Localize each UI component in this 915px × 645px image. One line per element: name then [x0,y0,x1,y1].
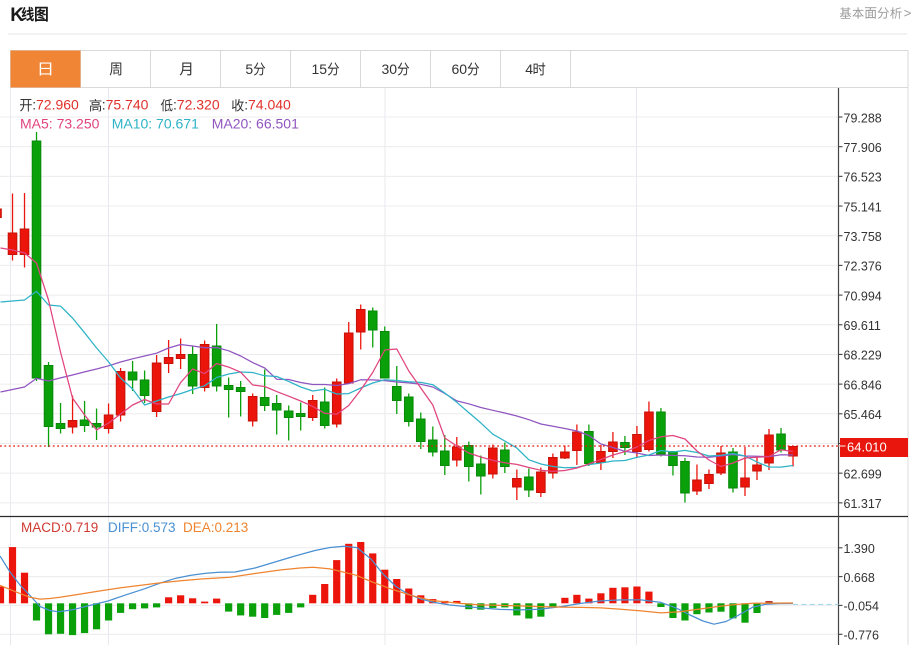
svg-text:69.611: 69.611 [844,319,881,333]
svg-text:15: 15 [311,61,327,77]
svg-text:75.740: 75.740 [106,97,149,113]
svg-text:60: 60 [451,61,467,77]
svg-text:K: K [10,5,24,26]
svg-text::: : [173,97,177,113]
svg-text:65.464: 65.464 [844,408,882,422]
svg-text:73.758: 73.758 [844,230,882,244]
svg-text:5: 5 [245,61,253,77]
svg-text:MA20: 66.501: MA20: 66.501 [212,116,299,132]
svg-text:4: 4 [525,61,533,77]
svg-text:66.846: 66.846 [844,378,882,392]
svg-text::: : [244,97,248,113]
svg-text:62.699: 62.699 [844,467,882,481]
svg-text:79.288: 79.288 [844,111,882,125]
svg-text:70.994: 70.994 [844,289,882,303]
svg-text:68.229: 68.229 [844,349,882,363]
svg-text:DIFF:0.573: DIFF:0.573 [108,520,176,535]
svg-text:DEA:0.213: DEA:0.213 [183,520,248,535]
svg-text::: : [102,97,106,113]
svg-text:MA5: 73.250: MA5: 73.250 [20,116,100,132]
svg-text:77.906: 77.906 [844,141,882,155]
svg-text:61.317: 61.317 [844,497,882,511]
svg-text:MA10: 70.671: MA10: 70.671 [112,116,199,132]
svg-text:-0.776: -0.776 [844,629,879,643]
svg-text:72.320: 72.320 [177,97,220,113]
svg-text:76.523: 76.523 [844,171,882,185]
svg-text::: : [32,97,36,113]
svg-text:1.390: 1.390 [844,542,875,556]
svg-text:MACD:0.719: MACD:0.719 [21,520,98,535]
svg-text:74.040: 74.040 [248,97,291,113]
svg-text:64.010: 64.010 [847,439,887,454]
svg-text:75.141: 75.141 [844,200,882,214]
svg-text:-0.054: -0.054 [844,600,879,614]
svg-text:>: > [904,6,912,21]
svg-text:72.376: 72.376 [844,260,882,274]
svg-text:30: 30 [381,61,397,77]
svg-text:0.668: 0.668 [844,571,875,585]
svg-text:72.960: 72.960 [36,97,79,113]
